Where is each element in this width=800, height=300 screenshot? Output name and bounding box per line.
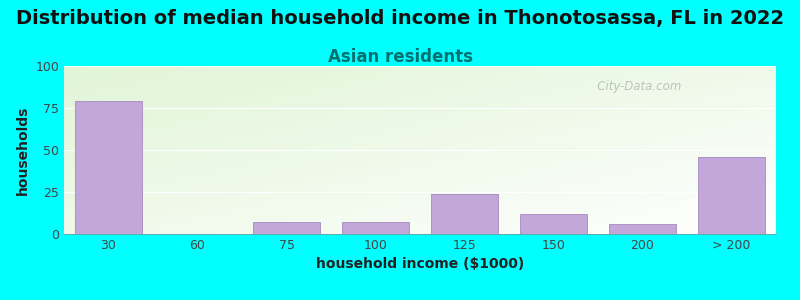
- X-axis label: household income ($1000): household income ($1000): [316, 257, 524, 272]
- Bar: [520, 214, 587, 234]
- Text: Asian residents: Asian residents: [327, 48, 473, 66]
- Text: Distribution of median household income in Thonotosassa, FL in 2022: Distribution of median household income …: [16, 9, 784, 28]
- Bar: [253, 222, 320, 234]
- Y-axis label: households: households: [16, 105, 30, 195]
- Bar: [698, 157, 765, 234]
- Bar: [75, 101, 142, 234]
- Bar: [431, 194, 498, 234]
- Bar: [342, 222, 409, 234]
- Bar: [609, 224, 676, 234]
- Text: City-Data.com: City-Data.com: [586, 80, 682, 93]
